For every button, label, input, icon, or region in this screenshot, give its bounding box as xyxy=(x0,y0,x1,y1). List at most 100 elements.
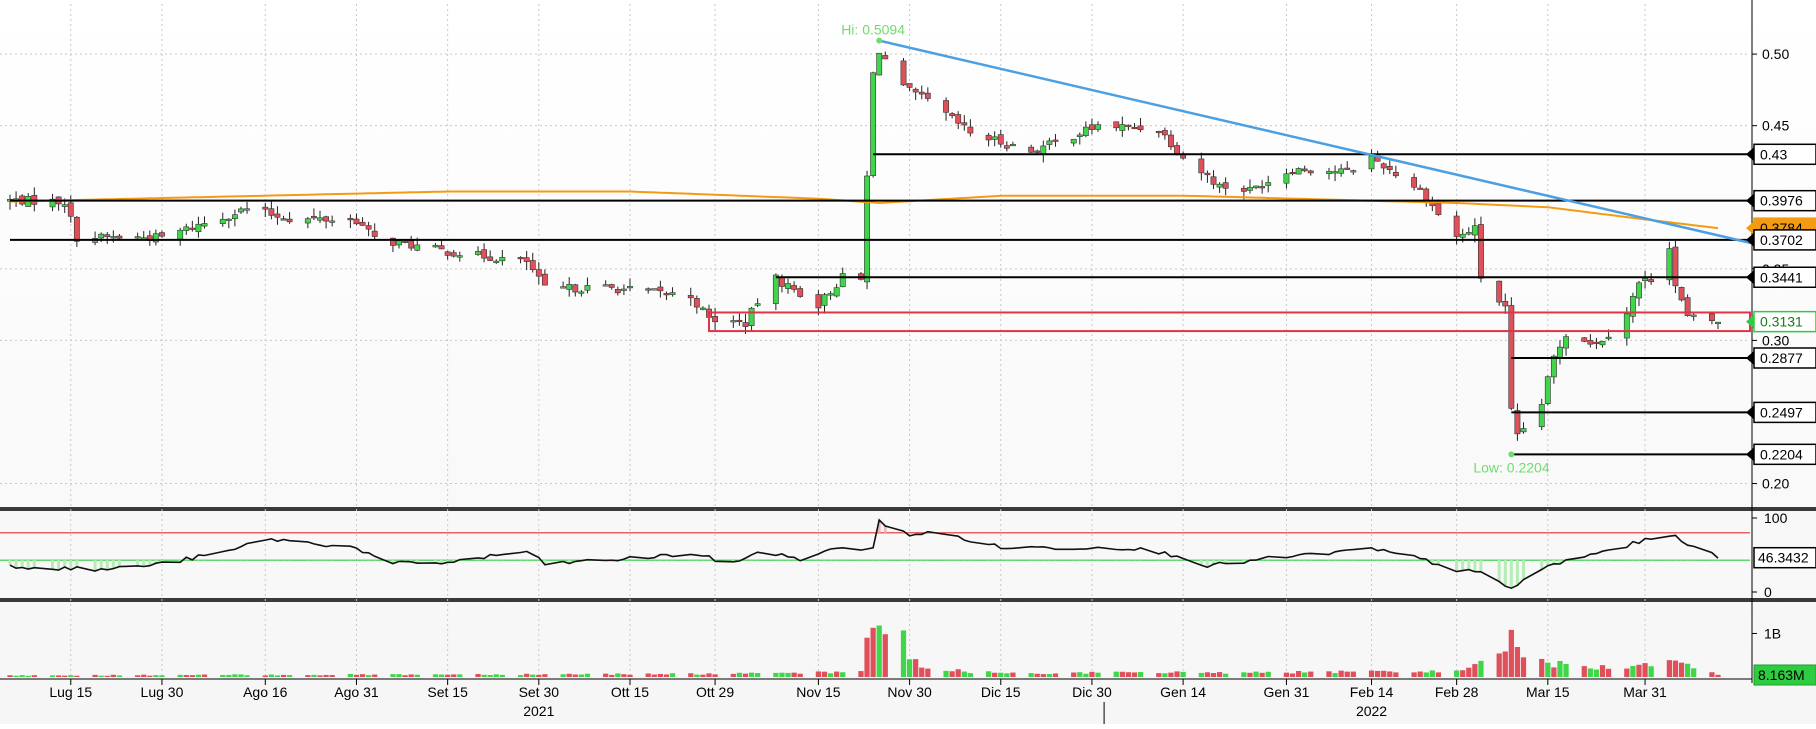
candle-body xyxy=(1265,182,1272,186)
candle-body xyxy=(1435,203,1442,215)
volume-bar xyxy=(195,674,202,677)
volume-bar xyxy=(864,637,870,677)
level-badge-label: 0.3702 xyxy=(1760,232,1803,248)
volume-bar xyxy=(305,675,311,677)
volume-bar xyxy=(1374,670,1381,677)
candle-body xyxy=(1052,139,1059,142)
volume-bar xyxy=(1496,653,1502,677)
volume-bar xyxy=(706,673,712,677)
candle-body xyxy=(1563,336,1569,349)
candle-body xyxy=(152,233,159,243)
candle-body xyxy=(541,273,548,286)
candle-body xyxy=(1417,187,1424,190)
hi-label: Hi: 0.5094 xyxy=(841,22,905,38)
candle-body xyxy=(231,214,238,219)
candle-body xyxy=(1210,176,1217,185)
volume-bar xyxy=(603,673,609,677)
volume-bar xyxy=(62,675,68,677)
date-tick-label: Mar 31 xyxy=(1623,684,1667,700)
volume-bar xyxy=(858,671,864,677)
volume-bar xyxy=(1308,671,1314,677)
volume-bar xyxy=(1636,664,1642,677)
candle-body xyxy=(353,218,360,225)
candle-body xyxy=(1678,287,1685,301)
volume-bar xyxy=(1077,672,1083,677)
volume-bar xyxy=(621,674,627,677)
volume-bar xyxy=(1198,672,1204,677)
level-badge-pointer xyxy=(1746,350,1754,365)
candle-body xyxy=(754,303,761,306)
price-tick-label: 0.45 xyxy=(1762,118,1789,134)
volume-bar xyxy=(992,672,998,677)
volume-bar xyxy=(919,667,925,677)
volume-bar xyxy=(578,674,584,677)
volume-last-badge xyxy=(1753,664,1816,686)
rsi-last-label: 46.3432 xyxy=(1758,550,1809,566)
candle-body xyxy=(61,204,68,207)
candle-body xyxy=(772,274,779,304)
candle-body xyxy=(736,319,743,323)
candle-body xyxy=(225,218,232,221)
date-tick-label: Ott 29 xyxy=(696,684,734,700)
volume-bar xyxy=(815,671,822,677)
candle-body xyxy=(584,285,591,291)
candle-body xyxy=(517,257,524,260)
candle-body xyxy=(712,316,719,323)
volume-bar xyxy=(286,675,293,677)
volume-bar xyxy=(390,674,396,677)
candle-body xyxy=(1076,134,1083,137)
volume-bar xyxy=(493,674,499,677)
candle-body xyxy=(134,236,141,239)
candle-body xyxy=(1514,410,1521,435)
volume-bar xyxy=(1691,668,1697,677)
candle-body xyxy=(1684,297,1691,316)
volume-bar xyxy=(432,674,439,677)
volume-bar xyxy=(1520,657,1527,677)
level-badge-pointer xyxy=(1746,147,1754,162)
volume-bar xyxy=(1593,669,1600,677)
candle-body xyxy=(614,288,621,294)
volume-bar xyxy=(985,671,992,677)
candle-body xyxy=(481,249,488,259)
rsi-tick-label: 100 xyxy=(1764,510,1788,526)
candle-body xyxy=(1168,134,1174,148)
volume-bar xyxy=(827,673,834,677)
volume-bar xyxy=(1630,666,1636,677)
volume-bar xyxy=(834,671,840,677)
candle-body xyxy=(177,229,184,240)
volume-bar xyxy=(1587,668,1593,677)
volume-bar xyxy=(949,671,955,677)
candle-body xyxy=(627,286,633,289)
volume-bar xyxy=(1180,671,1186,677)
rsi-panel xyxy=(0,518,1750,590)
volume-bar xyxy=(584,673,591,677)
volume-bar xyxy=(900,630,907,677)
volume-bar xyxy=(530,674,536,677)
grid-layer xyxy=(0,4,1816,677)
volume-bar xyxy=(779,672,785,677)
rsi-last-badge xyxy=(1753,546,1816,569)
volume-bar xyxy=(232,674,238,677)
volume-bar xyxy=(736,672,743,677)
candle-body xyxy=(1471,225,1478,236)
candle-body xyxy=(493,260,500,263)
volume-bar xyxy=(1125,672,1132,677)
volume-bar xyxy=(1119,671,1125,677)
candle-body xyxy=(1368,155,1375,170)
candle-body xyxy=(779,277,785,287)
candle-body xyxy=(821,294,828,306)
candle-body xyxy=(347,218,354,221)
candle-body xyxy=(1034,150,1041,153)
volume-bar xyxy=(1508,629,1514,677)
candle-body xyxy=(1338,168,1345,174)
year-label: 2021 xyxy=(523,703,554,719)
volume-bar xyxy=(755,673,761,677)
level-badge-pointer xyxy=(1746,270,1754,285)
candle-body xyxy=(1089,124,1095,130)
volume-bar xyxy=(1581,666,1587,677)
volume-bar xyxy=(274,675,281,677)
volume-bar xyxy=(955,669,961,677)
volume-bar xyxy=(1672,660,1679,677)
volume-bar xyxy=(1034,673,1040,677)
